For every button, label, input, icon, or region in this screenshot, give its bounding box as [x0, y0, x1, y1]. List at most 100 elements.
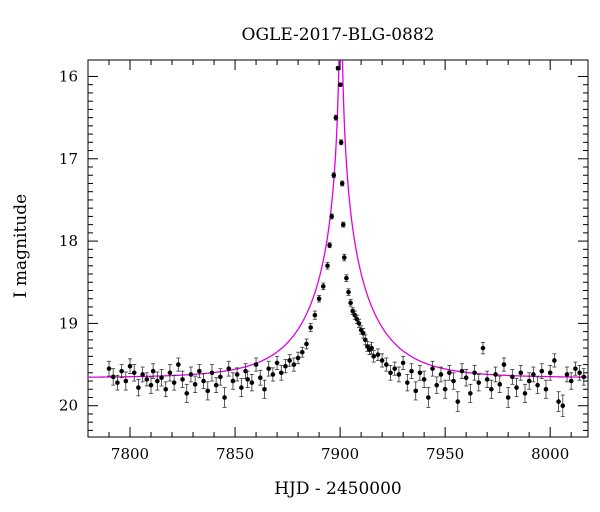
data-point: [430, 366, 435, 371]
y-axis-label: I magnitude: [11, 194, 31, 298]
data-point: [159, 375, 164, 381]
data-point: [234, 372, 240, 377]
data-point: [110, 374, 116, 380]
data-point: [218, 374, 223, 380]
data-point: [379, 358, 385, 363]
data-point: [339, 181, 345, 186]
data-point: [266, 366, 271, 371]
data-point: [335, 65, 341, 71]
data-point: [295, 355, 301, 361]
data-point: [205, 388, 211, 394]
data-point: [535, 382, 540, 388]
data-point: [489, 386, 494, 392]
data-point: [400, 360, 406, 366]
data-point: [249, 380, 255, 385]
y-tick-label: 17: [59, 150, 78, 168]
data-point: [442, 386, 448, 392]
data-point: [568, 378, 574, 384]
data-point: [327, 242, 332, 248]
data-point: [396, 372, 402, 377]
data-point: [180, 377, 185, 382]
x-tick-label: 7850: [216, 445, 254, 463]
data-point: [163, 386, 169, 392]
data-point: [346, 289, 351, 295]
data-point: [331, 172, 337, 178]
data-point: [325, 263, 330, 269]
data-point: [188, 372, 194, 377]
data-point: [192, 382, 198, 387]
data-point: [291, 362, 297, 367]
data-point: [257, 375, 263, 381]
data-point: [123, 378, 129, 384]
data-point: [421, 377, 427, 382]
data-point: [577, 370, 582, 376]
data-point: [226, 366, 232, 371]
data-point: [308, 325, 313, 330]
data-point: [581, 374, 587, 380]
data-point: [371, 354, 377, 359]
data-point: [522, 391, 528, 396]
data-point: [304, 341, 309, 347]
data-point: [560, 403, 566, 409]
data-point: [140, 372, 145, 377]
data-point: [564, 372, 570, 377]
data-point: [356, 321, 362, 326]
data-point: [329, 214, 334, 219]
data-point: [365, 344, 370, 349]
data-point: [417, 370, 423, 376]
data-point: [106, 366, 112, 371]
data-point: [455, 399, 461, 404]
data-point: [338, 82, 343, 87]
data-point: [531, 372, 536, 377]
data-point: [270, 372, 276, 377]
data-point: [556, 399, 561, 404]
data-point: [115, 380, 120, 385]
data-point: [369, 345, 374, 351]
plot-frame: [87, 59, 589, 438]
model-curve: [88, 60, 588, 378]
data-point: [352, 312, 358, 318]
data-point: [320, 284, 326, 289]
x-axis-label: HJD - 2450000: [274, 479, 402, 499]
data-point: [514, 385, 519, 390]
data-point: [299, 349, 305, 355]
data-point: [342, 255, 347, 260]
data-point: [350, 308, 356, 314]
plot-area: 7800 7850 7900 7950 8000 16 17 18 19 20: [59, 59, 589, 463]
data-point: [155, 378, 160, 384]
y-tick-label: 19: [59, 314, 78, 332]
data-point: [167, 370, 173, 376]
data-point: [363, 337, 368, 343]
data-point: [552, 358, 557, 363]
data-point: [539, 368, 545, 374]
y-tick-label: 16: [59, 67, 78, 85]
data-point: [278, 370, 284, 376]
data-point: [344, 275, 349, 281]
data-point: [230, 378, 236, 384]
data-point: [375, 352, 381, 357]
data-point: [312, 312, 318, 318]
y-tick-label: 20: [59, 397, 78, 415]
data-point: [463, 375, 469, 381]
data-point: [262, 386, 267, 392]
data-point: [409, 368, 414, 374]
data-point: [384, 362, 389, 367]
data-point: [543, 386, 549, 392]
data-point: [333, 115, 339, 120]
data-point: [148, 382, 154, 388]
data-point: [127, 363, 133, 369]
data-point: [354, 316, 360, 322]
data-point: [388, 370, 393, 376]
data-point: [340, 222, 346, 227]
data-point: [338, 140, 344, 145]
data-point: [150, 368, 156, 374]
data-point: [451, 378, 456, 384]
data-point: [136, 385, 141, 390]
data-point: [316, 296, 322, 302]
x-tick-label: 7800: [111, 445, 149, 463]
data-point: [243, 368, 248, 374]
data-point: [501, 362, 507, 367]
data-point: [518, 370, 524, 376]
data-point: [472, 370, 477, 376]
data-point: [434, 382, 440, 388]
